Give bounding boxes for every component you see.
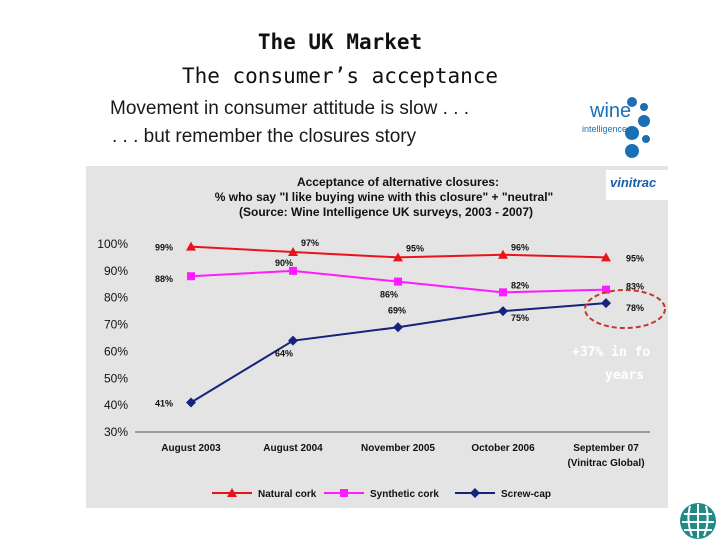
globe-logo-icon bbox=[680, 503, 716, 539]
screw-cap-data-label: 64% bbox=[275, 349, 293, 359]
natural-cork-legend-label: Natural cork bbox=[258, 489, 317, 500]
natural-cork-marker bbox=[498, 249, 508, 259]
synthetic-cork-marker bbox=[187, 272, 195, 281]
y-tick-label: 50% bbox=[104, 371, 128, 385]
screw-cap-data-label: 41% bbox=[155, 398, 173, 408]
synthetic-cork-data-label: 82% bbox=[511, 280, 529, 290]
synthetic-cork-marker bbox=[394, 277, 402, 286]
natural-cork-marker bbox=[288, 247, 298, 257]
y-tick-label: 90% bbox=[104, 264, 128, 278]
natural-cork-marker bbox=[393, 252, 403, 262]
screw-cap-marker bbox=[498, 306, 508, 317]
y-tick-label: 100% bbox=[97, 237, 128, 251]
natural-cork-legend-marker bbox=[227, 488, 237, 497]
y-tick-label: 60% bbox=[104, 344, 128, 358]
banner-line-2: . . . but remember the closures story bbox=[112, 126, 417, 147]
y-tick-label: 70% bbox=[104, 318, 128, 332]
vinitrac-logo-text: vinitrac bbox=[610, 175, 657, 190]
synthetic-cork-legend-label: Synthetic cork bbox=[370, 489, 439, 500]
screw-cap-marker bbox=[393, 322, 403, 333]
synthetic-cork-marker bbox=[602, 285, 610, 294]
synthetic-cork-data-label: 88% bbox=[155, 274, 173, 284]
chart-title-line-3: (Source: Wine Intelligence UK surveys, 2… bbox=[239, 205, 533, 219]
synthetic-cork-marker bbox=[499, 288, 507, 297]
synthetic-cork-marker bbox=[289, 266, 297, 275]
natural-cork-data-label: 99% bbox=[155, 243, 173, 253]
screw-cap-line bbox=[190, 302, 607, 404]
screw-cap-legend-label: Screw-cap bbox=[501, 489, 551, 500]
natural-cork-marker bbox=[186, 241, 196, 251]
natural-cork-data-label: 95% bbox=[406, 243, 424, 253]
synthetic-cork-data-label: 83% bbox=[626, 282, 644, 292]
vinitrac-logo bbox=[606, 170, 668, 200]
x-category-label: November 2005 bbox=[361, 443, 435, 454]
x-category-label: August 2004 bbox=[263, 443, 323, 454]
highlight-circle bbox=[584, 289, 666, 329]
x-category-sublabel: (Vinitrac Global) bbox=[567, 458, 644, 469]
screw-cap-data-label: 69% bbox=[388, 305, 406, 315]
screw-cap-data-label: 75% bbox=[511, 313, 529, 323]
synthetic-cork-data-label: 90% bbox=[275, 258, 293, 268]
chart-title-line-2: % who say "I like buying wine with this … bbox=[215, 190, 554, 204]
screw-cap-marker bbox=[186, 397, 196, 408]
message-banner bbox=[86, 94, 574, 164]
wine-intelligence-logo-word: wine bbox=[590, 100, 632, 122]
annotation-line-1: +37% in fo bbox=[572, 345, 650, 360]
y-tick-label: 40% bbox=[104, 398, 128, 412]
screw-cap-marker bbox=[288, 335, 298, 346]
y-tick-label: 80% bbox=[104, 291, 128, 305]
natural-cork-marker bbox=[601, 252, 611, 262]
x-category-label: August 2003 bbox=[161, 443, 221, 454]
banner-line-1: Movement in consumer attitude is slow . … bbox=[110, 98, 470, 119]
slide-title: The UK Market bbox=[257, 30, 423, 54]
chart-area bbox=[86, 166, 668, 508]
y-tick-label: 30% bbox=[104, 425, 128, 439]
synthetic-cork-legend-marker bbox=[340, 489, 348, 497]
chart-title-line-1: Acceptance of alternative closures: bbox=[297, 175, 499, 189]
natural-cork-data-label: 97% bbox=[301, 238, 319, 248]
wine-intelligence-dots-icon bbox=[625, 97, 650, 158]
screw-cap-legend-marker bbox=[470, 488, 480, 498]
wine-intelligence-logo-sub: intelligence bbox=[582, 124, 628, 134]
slide-subtitle: The consumer’s acceptance bbox=[181, 64, 499, 88]
natural-cork-data-label: 95% bbox=[626, 253, 644, 263]
screw-cap-data-label: 78% bbox=[626, 303, 644, 313]
synthetic-cork-data-label: 86% bbox=[380, 290, 398, 300]
natural-cork-data-label: 96% bbox=[511, 243, 529, 253]
screw-cap-marker bbox=[601, 298, 611, 309]
annotation-line-2: years bbox=[605, 368, 644, 383]
x-category-label: September 07 bbox=[573, 443, 639, 454]
x-category-label: October 2006 bbox=[471, 443, 535, 454]
